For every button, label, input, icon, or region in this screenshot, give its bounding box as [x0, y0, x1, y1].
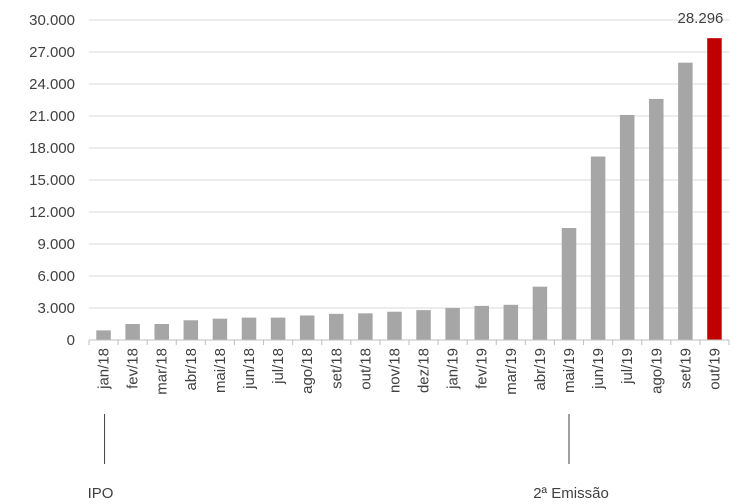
x-tick-label: set/19: [677, 348, 694, 389]
bar-jul-18: [270, 317, 286, 340]
y-axis-ticks: 0 3.000 6.000 9.000 12.000 15.000 18.000 21.000…: [29, 12, 75, 349]
x-axis-ticks: jan/18 fev/18 mar/18 abr/18 mai/18 jun/18 jul/…: [88, 340, 730, 395]
x-tick-label: mai/19: [561, 348, 578, 393]
bars: [96, 38, 722, 341]
x-tick-label: mar/19: [503, 348, 520, 395]
x-tick-label: ago/19: [648, 348, 665, 394]
x-tick-label: set/18: [328, 348, 345, 389]
y-tick-label: 30.000: [29, 12, 75, 29]
y-tick-label: 27.000: [29, 44, 75, 61]
y-tick-label: 24.000: [29, 76, 75, 93]
bar-dez-18: [416, 310, 431, 340]
x-tick-label: nov/18: [386, 348, 403, 393]
x-tick-label: abr/19: [532, 348, 549, 391]
y-tick-label: 0: [67, 332, 75, 349]
x-tick-label: mar/18: [154, 348, 171, 395]
gridlines: [89, 19, 729, 309]
bar-fev-18: [125, 324, 140, 340]
bar-ago-19: [649, 98, 664, 340]
bar-nov-18: [387, 311, 402, 340]
x-tick-label: ago/18: [299, 348, 316, 394]
bar-mai-18: [212, 318, 228, 340]
x-tick-label: jun/18: [241, 348, 258, 390]
bar-jul-19: [619, 114, 635, 340]
annotations: IPO 2ª Emissão: [88, 414, 609, 502]
x-tick-label: jul/18: [270, 348, 287, 385]
data-labels: 28.296: [678, 10, 724, 27]
x-tick-label: fev/19: [474, 348, 491, 389]
bar-out-19: [707, 38, 722, 341]
x-tick-label: jul/19: [619, 348, 636, 385]
x-tick-label: fev/18: [125, 348, 142, 389]
y-tick-label: 9.000: [37, 236, 75, 253]
bar-mar-18: [154, 324, 169, 340]
bar-jan-18: [96, 330, 111, 340]
y-tick-label: 15.000: [29, 172, 75, 189]
y-tick-label: 12.000: [29, 204, 75, 221]
y-tick-label: 21.000: [29, 108, 75, 125]
x-tick-label: out/18: [357, 348, 374, 390]
x-tick-label: mai/18: [212, 348, 229, 393]
bar-jun-19: [590, 156, 606, 340]
data-label: 28.296: [678, 10, 724, 27]
bar-abr-19: [532, 286, 548, 340]
x-tick-label: dez/18: [416, 348, 433, 393]
x-tick-label: abr/18: [183, 348, 200, 391]
x-tick-label: jun/19: [590, 348, 607, 390]
bar-mar-19: [503, 304, 519, 340]
y-tick-label: 6.000: [37, 268, 75, 285]
bar-set-18: [329, 313, 344, 340]
x-tick-label: out/19: [706, 348, 723, 390]
y-tick-label: 3.000: [37, 300, 75, 317]
bar-jun-18: [241, 317, 257, 340]
y-tick-label: 18.000: [29, 140, 75, 157]
annotation-label: IPO: [88, 485, 114, 502]
bar-ago-18: [299, 315, 315, 340]
x-tick-label: jan/18: [96, 348, 113, 390]
bar-mai-19: [561, 228, 577, 340]
annotation-label: 2ª Emissão: [533, 485, 609, 502]
x-tick-label: jan/19: [445, 348, 462, 390]
bar-jan-19: [445, 308, 460, 340]
bar-abr-18: [183, 320, 199, 340]
bar-out-18: [358, 313, 373, 340]
bar-set-19: [678, 62, 693, 341]
bar-fev-19: [474, 305, 489, 340]
